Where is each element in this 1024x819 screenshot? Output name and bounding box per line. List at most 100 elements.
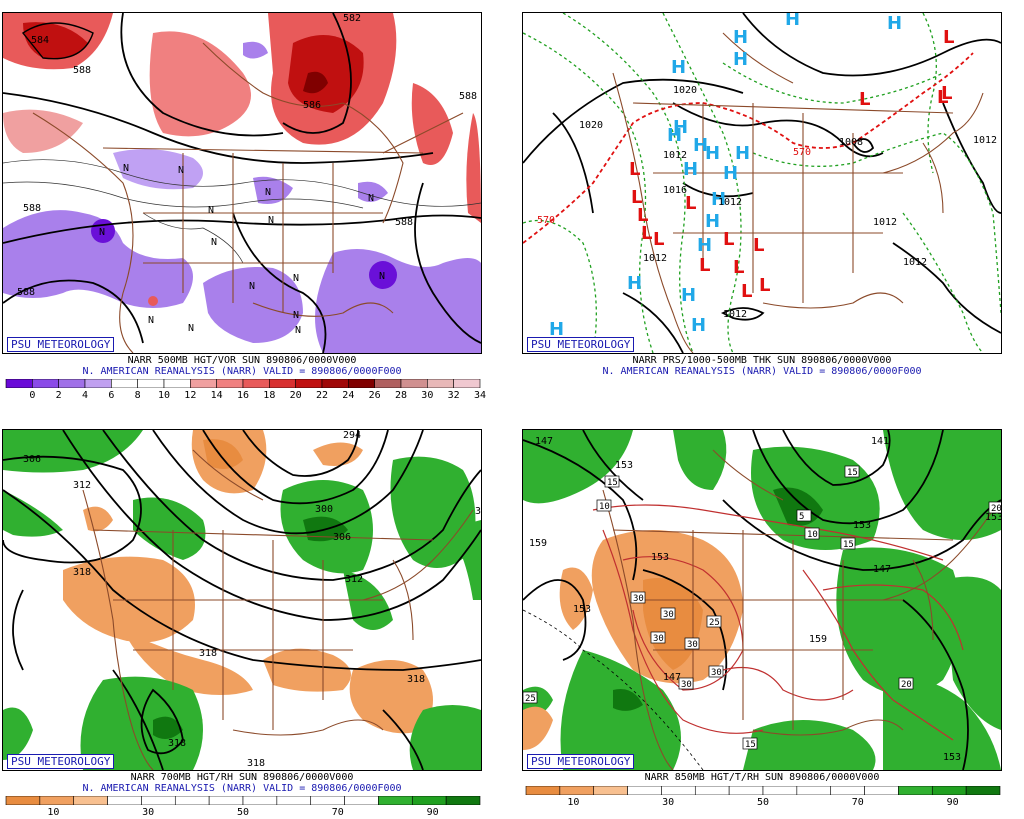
low-pressure-marker: L <box>941 83 952 104</box>
t850-map-graphic: 147 153 141 153 153 147 147 153 159 153 … <box>523 430 1001 770</box>
temperature-box-label: 15 <box>840 537 856 550</box>
high-pressure-marker: H <box>697 235 712 256</box>
colorbar-tick-label: 10 <box>47 807 60 818</box>
map-850mb-temp-rh: 147 153 141 153 153 147 147 153 159 153 … <box>522 429 1002 771</box>
temperature-box-label: 15 <box>604 475 620 488</box>
high-pressure-marker: H <box>681 285 696 306</box>
svg-text:N: N <box>295 325 301 336</box>
colorbar-swatch <box>269 379 296 388</box>
vorticity-colorbar <box>5 379 481 388</box>
svg-text:25: 25 <box>525 694 536 704</box>
svg-text:N: N <box>293 310 299 321</box>
colorbar-swatch <box>190 379 217 388</box>
colorbar-swatch <box>453 379 481 388</box>
colorbar-swatch <box>5 379 33 388</box>
psu-meteorology-badge: PSU METEOROLOGY <box>7 754 115 769</box>
svg-text:10: 10 <box>807 530 818 540</box>
contour-label: 312 <box>345 574 363 585</box>
temperature-box-label: 30 <box>650 631 666 644</box>
contour-label: 147 <box>873 564 891 575</box>
temperature-box-label: 20 <box>988 501 1001 514</box>
low-pressure-marker: L <box>753 235 764 256</box>
panel-caption-title: NARR 700MB HGT/RH SUN 890806/0000V000 <box>130 772 354 783</box>
svg-text:N: N <box>148 315 154 326</box>
svg-text:20: 20 <box>991 504 1001 514</box>
low-pressure-marker: L <box>723 229 734 250</box>
svg-text:30: 30 <box>663 610 674 620</box>
temperature-box-label: 10 <box>596 499 612 512</box>
svg-text:30: 30 <box>687 640 698 650</box>
low-pressure-marker: L <box>937 87 948 108</box>
colorbar-swatch <box>411 796 447 805</box>
colorbar-swatch <box>445 796 481 805</box>
colorbar-swatch <box>627 786 662 795</box>
svg-text:N: N <box>208 205 214 216</box>
colorbar-swatch <box>321 379 349 388</box>
contour-label: 1012 <box>643 253 667 264</box>
psu-meteorology-badge: PSU METEOROLOGY <box>527 754 635 769</box>
colorbar-tick-label: 26 <box>368 390 381 401</box>
temperature-box-label: 30 <box>678 677 694 690</box>
contour-label: 294 <box>343 430 361 441</box>
rh-colorbar <box>5 796 481 805</box>
contour-label: 147 <box>535 436 553 447</box>
contour-label: 306 <box>23 454 41 465</box>
svg-text:N: N <box>211 237 217 248</box>
contour-label: 153 <box>943 752 961 763</box>
svg-text:10: 10 <box>599 502 610 512</box>
contour-label: 570 <box>537 215 555 226</box>
low-pressure-marker: L <box>631 187 642 208</box>
contour-label: 1012 <box>903 257 927 268</box>
contour-label: 153 <box>573 604 591 615</box>
contour-label: 306 <box>333 532 351 543</box>
contour-label: 588 <box>17 287 35 298</box>
svg-text:N: N <box>123 163 129 174</box>
contour-label: 1012 <box>723 309 747 320</box>
svg-text:N: N <box>249 281 255 292</box>
low-pressure-marker: L <box>733 257 744 278</box>
colorbar-tick-label: 50 <box>756 797 770 808</box>
temperature-box-label: 30 <box>684 637 700 650</box>
colorbar-swatch <box>310 796 345 805</box>
high-pressure-marker: H <box>785 13 800 30</box>
contour-label: 588 <box>459 91 477 102</box>
vorticity-colorbar-ticks: 0 2 4 6 8 10 12 14 16 18 20 22 24 26 28 30 32 34 <box>2 390 486 402</box>
psu-meteorology-badge: PSU METEOROLOGY <box>527 337 635 352</box>
high-pressure-marker: H <box>733 49 748 70</box>
svg-text:N: N <box>293 273 299 284</box>
svg-text:15: 15 <box>843 540 854 550</box>
colorbar-tick-label: 12 <box>184 390 197 401</box>
contour-label: 1012 <box>873 217 897 228</box>
temperature-box-label: 20 <box>898 677 914 690</box>
colorbar-swatch <box>58 379 86 388</box>
colorbar-swatch <box>5 796 41 805</box>
contour-label: 582 <box>343 13 361 24</box>
colorbar-swatch <box>694 786 730 795</box>
high-pressure-marker: H <box>549 319 564 340</box>
low-pressure-marker: L <box>943 27 954 48</box>
colorbar-tick-label: 32 <box>447 390 460 401</box>
high-pressure-marker: H <box>733 27 748 48</box>
colorbar-tick-label: 14 <box>210 390 223 401</box>
contour-label: 588 <box>73 65 91 76</box>
panel-caption-valid: N. AMERICAN REANALYSIS (NARR) VALID = 89… <box>82 783 402 794</box>
colorbar-swatch <box>728 786 764 795</box>
contour-label: 318 <box>247 758 265 769</box>
contour-label: 159 <box>809 634 827 645</box>
colorbar-swatch <box>762 786 798 795</box>
rh700-map-graphic: 306 312 300 306 312 318 318 318 318 318 … <box>3 430 481 770</box>
contour-label: 312 <box>73 480 91 491</box>
svg-text:30: 30 <box>681 680 692 690</box>
temperature-box-label: 15 <box>844 465 860 478</box>
colorbar-swatch <box>137 379 165 388</box>
contour-label: 588 <box>23 203 41 214</box>
svg-text:30: 30 <box>653 634 664 644</box>
svg-text:30: 30 <box>633 594 644 604</box>
high-pressure-marker: H <box>723 163 738 184</box>
temperature-box-label: 15 <box>742 737 758 750</box>
contour-label: 1012 <box>663 150 687 161</box>
colorbar-swatch <box>39 796 75 805</box>
panel-caption-valid: N. AMERICAN REANALYSIS (NARR) VALID = 89… <box>82 366 402 377</box>
colorbar-tick-label: 16 <box>236 390 250 401</box>
high-pressure-marker: H <box>887 13 902 34</box>
